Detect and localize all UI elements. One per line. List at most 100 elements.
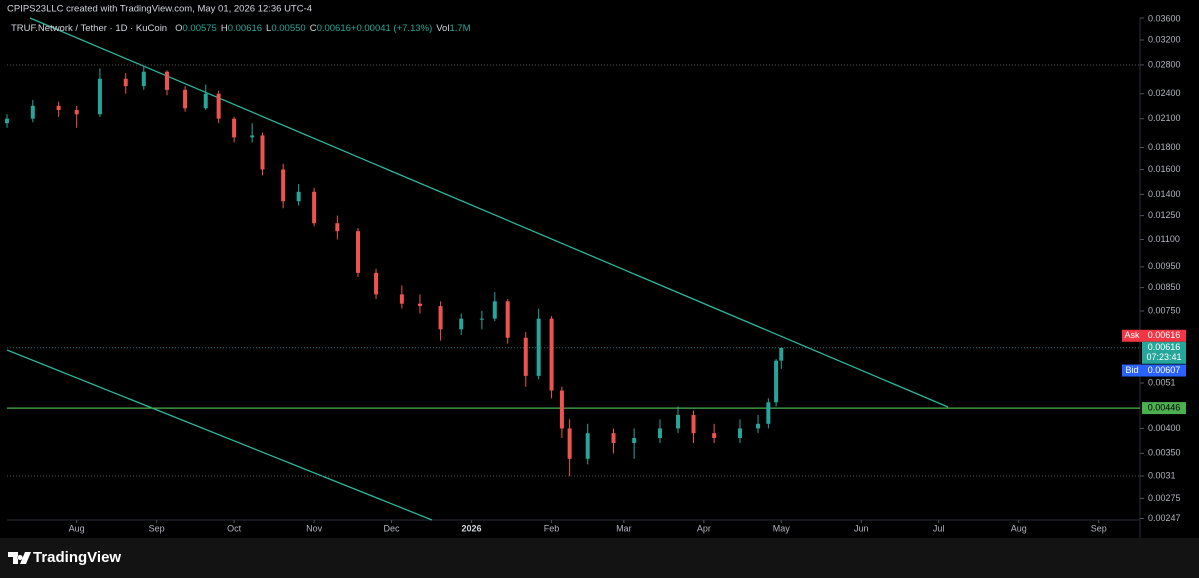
candle-body — [523, 337, 528, 376]
trend-line — [29, 17, 949, 408]
candle-body — [97, 78, 102, 115]
y-tick-label: 0.00247 — [1148, 513, 1181, 523]
candle-body — [260, 135, 265, 170]
x-tick-label: Aug — [1011, 523, 1027, 533]
candle-body — [676, 414, 681, 429]
footer — [0, 538, 1199, 578]
candle-body — [5, 118, 9, 124]
y-tick-label: 0.01400 — [1148, 189, 1181, 199]
x-tick-label: May — [773, 523, 791, 533]
x-tick-label: Sep — [149, 523, 165, 533]
legend-value: 0.00616 — [228, 23, 262, 34]
candle-body — [74, 109, 79, 115]
candle-body — [559, 390, 564, 429]
x-tick-label: Apr — [697, 523, 711, 533]
candle-body — [281, 169, 286, 202]
y-tick-label: 0.01600 — [1148, 164, 1181, 174]
legend-label: H — [221, 23, 228, 34]
price-tag — [1122, 364, 1142, 377]
candle-body — [30, 105, 35, 119]
trend-line — [6, 349, 433, 521]
legend: TRUF.Network / Tether · 1D · KuCoin O 0.00… — [11, 23, 471, 34]
candle-body — [567, 428, 572, 459]
legend-value: 0.00550 — [271, 23, 305, 34]
x-tick-label: Aug — [69, 523, 85, 533]
price-tag-name: Ask — [1124, 330, 1140, 340]
level-label: 0.00446 — [1148, 402, 1181, 412]
brand-logo — [8, 552, 31, 564]
legend-label: C — [310, 23, 317, 34]
x-tick-label: 2026 — [462, 523, 482, 533]
y-tick-label: 0.03200 — [1148, 34, 1181, 44]
candle-body — [691, 414, 696, 434]
candle-body — [536, 318, 541, 376]
y-tick-label: 0.01250 — [1148, 210, 1181, 220]
legend-label: Vol — [436, 23, 449, 34]
candle-body — [312, 191, 317, 224]
candle-body — [549, 318, 554, 391]
x-tick-label: Oct — [227, 523, 242, 533]
credit: CPIPS23LLC created with TradingView.com,… — [7, 4, 312, 15]
countdown: 07:23:41 — [1146, 352, 1181, 362]
candle-body — [216, 93, 221, 119]
candle-body — [479, 318, 484, 320]
candle-body — [766, 402, 771, 424]
legend-label: L — [266, 23, 271, 34]
x-tick-label: Nov — [306, 523, 323, 533]
y-tick-label: 0.00275 — [1148, 493, 1181, 503]
candle-body — [657, 428, 662, 439]
candle-body — [165, 71, 170, 90]
level-badge — [1142, 402, 1186, 415]
y-tick-label: 0.0031 — [1148, 470, 1176, 480]
candle-body — [232, 118, 237, 138]
x-tick-label: Sep — [1091, 523, 1107, 533]
candle-body — [505, 301, 510, 338]
last-price-badge — [1142, 341, 1186, 364]
candle-body — [737, 428, 742, 439]
y-tick-label: 0.00850 — [1148, 282, 1181, 292]
price-badge — [1142, 364, 1186, 377]
candle-body — [585, 433, 590, 459]
candle-body — [611, 433, 616, 443]
y-tick-label: 0.03600 — [1148, 13, 1181, 23]
candle-body — [492, 301, 497, 319]
price-badge-label: 0.00607 — [1148, 365, 1181, 375]
x-tick-label: Mar — [616, 523, 632, 533]
y-tick-label: 0.0051 — [1148, 377, 1176, 387]
price-badge-label: 0.00616 — [1148, 330, 1181, 340]
y-tick-label: 0.00400 — [1148, 423, 1181, 433]
legend-label: O — [175, 23, 182, 34]
y-tick-label: 0.00950 — [1148, 261, 1181, 271]
candle-body — [56, 105, 61, 110]
symbol: TRUF.Network / Tether · 1D · KuCoin — [11, 23, 167, 34]
candle-body — [355, 231, 360, 273]
y-tick-label: 0.00350 — [1148, 448, 1181, 458]
y-tick-label: 0.02400 — [1148, 88, 1181, 98]
brand: TradingView — [33, 549, 121, 566]
candle-body — [183, 89, 188, 109]
candle-body — [399, 294, 404, 304]
y-tick-label: 0.00750 — [1148, 305, 1181, 315]
candle-body — [374, 272, 379, 295]
last-price-label: 0.00616 — [1148, 342, 1181, 352]
candle-body — [438, 306, 443, 330]
candle-body — [712, 433, 717, 439]
price-tag-name: Bid — [1125, 365, 1138, 375]
plot-area — [5, 17, 1140, 521]
candle-body — [123, 78, 128, 87]
candle-body — [417, 303, 422, 307]
y-tick-label: 0.01800 — [1148, 142, 1181, 152]
price-tag — [1122, 329, 1142, 342]
candle-body — [632, 438, 637, 443]
y-tick-label: 0.02100 — [1148, 113, 1181, 123]
y-tick-label: 0.01100 — [1148, 234, 1180, 244]
x-tick-label: Jun — [854, 523, 869, 533]
candle-body — [203, 93, 208, 109]
candle-body — [774, 360, 779, 403]
price-badge — [1142, 329, 1186, 342]
candle-body — [335, 223, 340, 232]
x-tick-label: Jul — [933, 523, 945, 533]
candle-body — [756, 423, 761, 429]
